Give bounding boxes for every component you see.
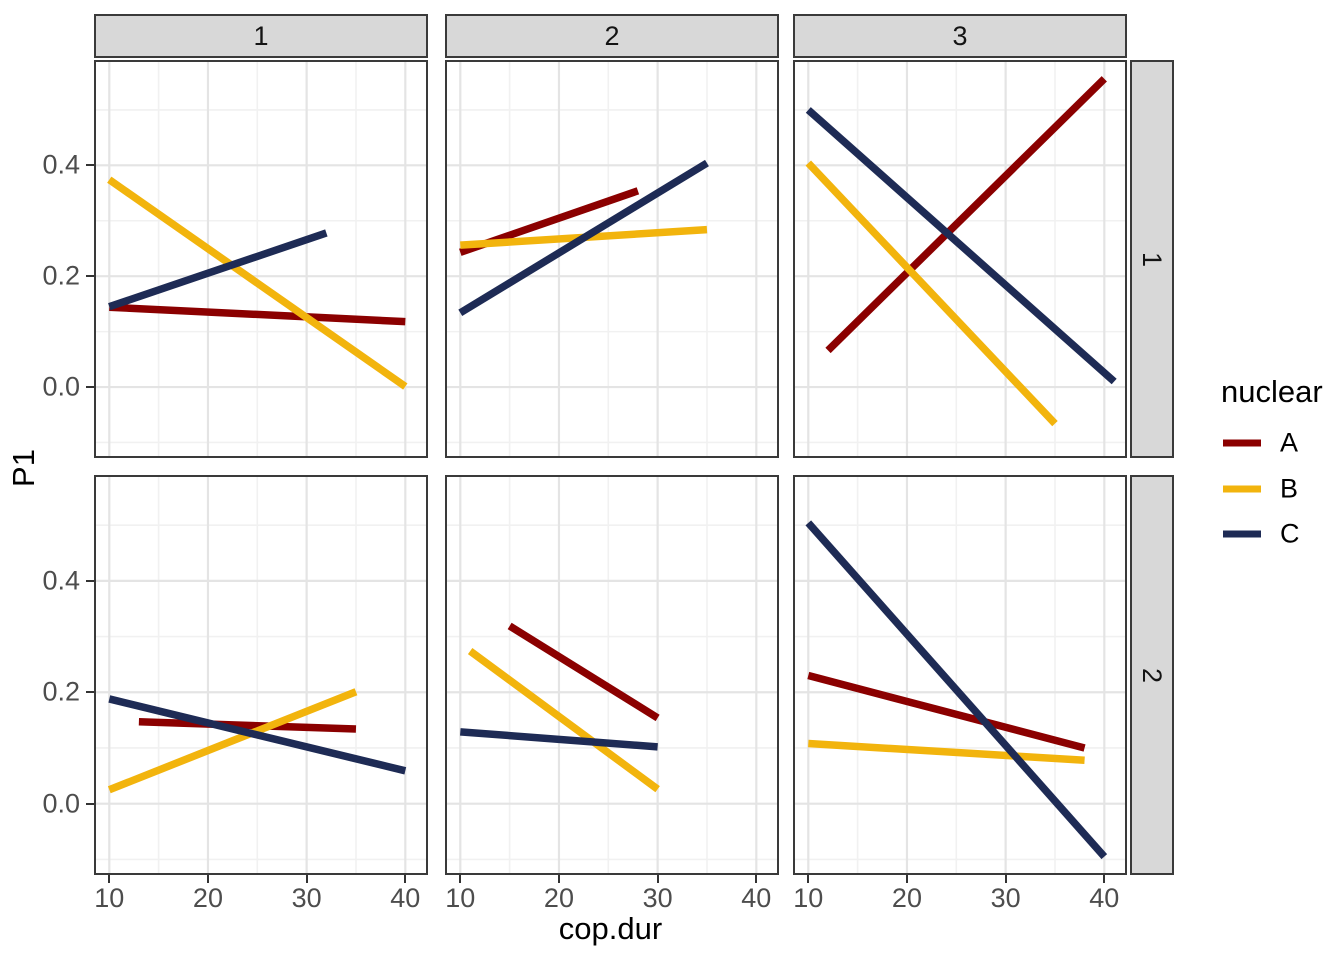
x-tick-label: 30 bbox=[291, 883, 322, 913]
x-tick-mark bbox=[1004, 875, 1007, 883]
line-series-C bbox=[805, 520, 1108, 860]
legend-key-A bbox=[1223, 439, 1261, 447]
line-series-C bbox=[458, 159, 709, 316]
line-series-A bbox=[109, 303, 406, 326]
x-axis-title: cop.dur bbox=[558, 911, 663, 946]
x-tick-label: 30 bbox=[990, 883, 1021, 913]
facet-strip-col-2: 2 bbox=[445, 14, 779, 58]
legend: nuclear bbox=[1221, 374, 1323, 410]
x-tick-label: 40 bbox=[1089, 883, 1120, 913]
x-tick-mark bbox=[755, 875, 758, 883]
facet-panel-r1c1 bbox=[94, 60, 428, 458]
panel-background bbox=[793, 60, 1127, 458]
facet-strip-col-1: 1 bbox=[94, 14, 428, 58]
panel-border bbox=[445, 475, 779, 875]
y-tick-mark bbox=[86, 691, 94, 694]
legend-label-C: C bbox=[1280, 518, 1300, 549]
line-series-B bbox=[107, 176, 408, 390]
legend-key-C bbox=[1223, 530, 1261, 538]
panel-background bbox=[793, 475, 1127, 875]
facet-strip-col-3: 3 bbox=[793, 14, 1127, 58]
line-series-A bbox=[825, 76, 1107, 354]
y-tick-mark bbox=[86, 164, 94, 167]
x-tick-label: 10 bbox=[793, 883, 824, 913]
x-tick-mark bbox=[206, 875, 209, 883]
panel-border bbox=[445, 60, 779, 458]
y-tick-mark bbox=[86, 802, 94, 805]
x-tick-mark bbox=[807, 875, 810, 883]
panel-background bbox=[445, 475, 779, 875]
x-tick-label: 20 bbox=[891, 883, 922, 913]
x-tick-label: 10 bbox=[94, 883, 125, 913]
line-series-C bbox=[108, 229, 328, 311]
x-tick-mark bbox=[1103, 875, 1106, 883]
y-tick-label: 0.2 bbox=[42, 676, 80, 707]
x-tick-label: 20 bbox=[192, 883, 223, 913]
x-tick-mark bbox=[656, 875, 659, 883]
y-tick-label: 0.0 bbox=[42, 371, 80, 402]
x-tick-label: 40 bbox=[741, 883, 772, 913]
x-tick-label: 20 bbox=[543, 883, 574, 913]
panel-border bbox=[793, 60, 1127, 458]
x-tick-mark bbox=[108, 875, 111, 883]
facet-strip-col-label: 2 bbox=[604, 20, 620, 51]
y-tick-label: 0.4 bbox=[42, 565, 80, 596]
line-series-C bbox=[805, 107, 1117, 385]
facet-strip-row-2: 2 bbox=[1130, 475, 1174, 875]
facet-panel-r2c1 bbox=[94, 475, 428, 875]
y-tick-mark bbox=[86, 386, 94, 389]
panel-background bbox=[445, 60, 779, 458]
facet-panel-r1c2 bbox=[445, 60, 779, 458]
line-series-C bbox=[460, 728, 658, 751]
x-tick-label: 30 bbox=[642, 883, 673, 913]
facet-strip-col-label: 3 bbox=[952, 20, 968, 51]
facet-strip-row-1: 1 bbox=[1130, 60, 1174, 458]
legend-key-B bbox=[1223, 485, 1261, 492]
line-series-A bbox=[807, 671, 1086, 752]
line-series-C bbox=[108, 695, 407, 775]
x-tick-label: 40 bbox=[390, 883, 421, 913]
legend-title: nuclear bbox=[1221, 374, 1323, 409]
y-tick-mark bbox=[86, 275, 94, 278]
legend-entry-C: C bbox=[1223, 519, 1300, 550]
line-series-B bbox=[107, 688, 358, 794]
legend-entry-B: B bbox=[1223, 473, 1298, 504]
line-series-B bbox=[805, 160, 1058, 427]
x-tick-mark bbox=[557, 875, 560, 883]
facet-strip-row-label: 2 bbox=[1137, 667, 1168, 683]
x-tick-mark bbox=[459, 875, 462, 883]
panel-border bbox=[793, 475, 1127, 875]
panel-border bbox=[94, 475, 428, 875]
line-series-B bbox=[808, 739, 1085, 764]
x-tick-mark bbox=[905, 875, 908, 883]
legend-label-B: B bbox=[1280, 473, 1299, 503]
x-tick-mark bbox=[404, 875, 407, 883]
y-tick-mark bbox=[86, 579, 94, 582]
facet-strip-col-label: 1 bbox=[253, 20, 269, 51]
legend-entry-A: A bbox=[1223, 428, 1298, 459]
line-series-A bbox=[138, 718, 357, 733]
facet-panel-r2c3 bbox=[793, 475, 1127, 875]
facet-panel-r1c3 bbox=[793, 60, 1127, 458]
facet-panel-r2c2 bbox=[445, 475, 779, 875]
y-tick-label: 0.2 bbox=[42, 260, 80, 291]
panel-border bbox=[94, 60, 428, 458]
y-axis-title: P1 bbox=[6, 449, 41, 487]
panel-background bbox=[94, 475, 428, 875]
legend-label-A: A bbox=[1280, 427, 1299, 458]
x-tick-label: 10 bbox=[445, 883, 476, 913]
y-tick-label: 0.4 bbox=[42, 149, 80, 180]
y-tick-label: 0.0 bbox=[42, 788, 80, 819]
line-series-A bbox=[507, 622, 660, 722]
x-tick-mark bbox=[305, 875, 308, 883]
line-series-B bbox=[467, 648, 660, 793]
facet-strip-row-label: 1 bbox=[1137, 251, 1168, 267]
